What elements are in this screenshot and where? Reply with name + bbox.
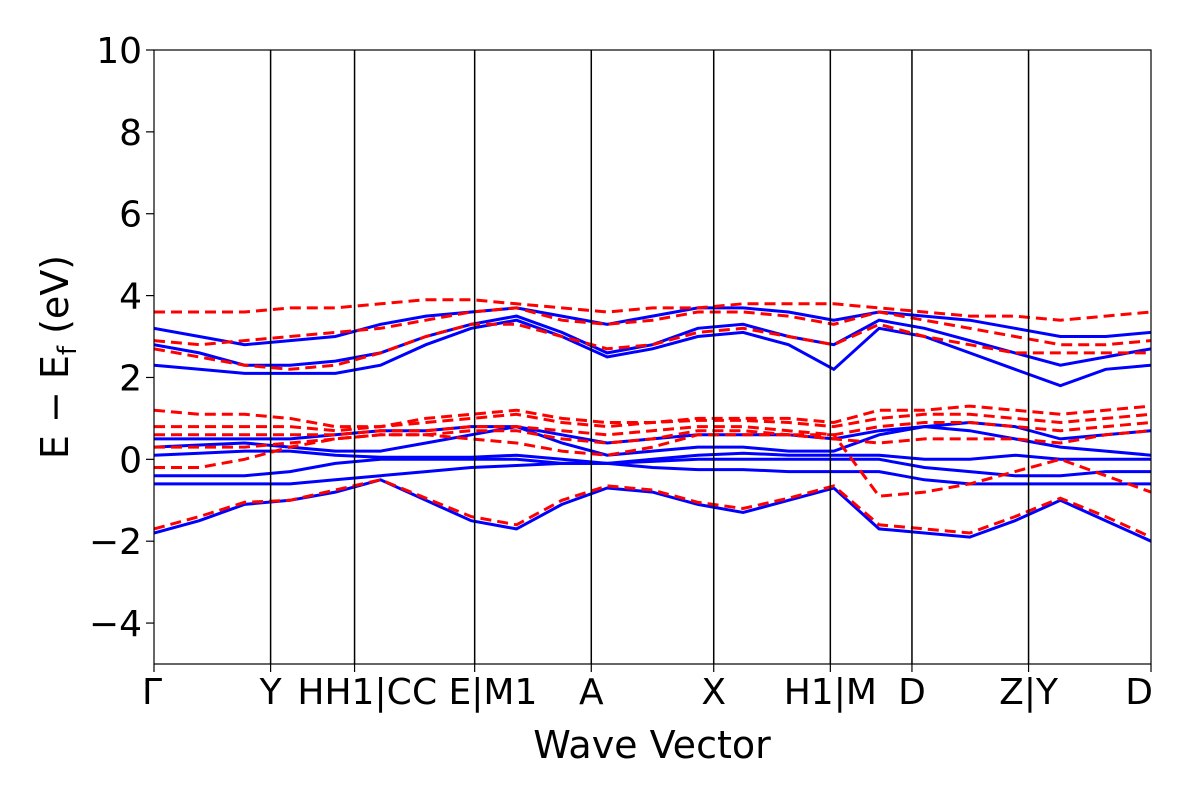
band-line-dashed-1 — [154, 433, 1151, 498]
band-line-dashed-0 — [154, 478, 1151, 539]
y-axis-title-unit: (eV) — [33, 255, 77, 346]
band-line-solid-8 — [154, 306, 1151, 347]
band-line-solid-6 — [154, 318, 1151, 388]
x-tick-label: A — [579, 672, 604, 713]
band-line-solid-1 — [154, 461, 1151, 486]
band-line-dashed-6 — [154, 322, 1151, 371]
x-tick-label: X — [701, 672, 726, 713]
band-line-solid-2 — [154, 457, 1151, 478]
y-tick-label: 0 — [119, 440, 142, 481]
x-tick-label: HH1|C — [297, 672, 411, 713]
band-line-dashed-5 — [154, 404, 1151, 429]
x-tick-label: Z|Y — [999, 672, 1059, 713]
band-line-dashed-7 — [154, 306, 1151, 347]
x-tick-label: Y — [259, 672, 283, 713]
band-line-dashed-2 — [154, 429, 1151, 449]
y-tick-label: 6 — [119, 195, 142, 236]
band-line-solid-4 — [154, 425, 1151, 457]
band-line-dashed-8 — [154, 298, 1151, 322]
x-tick-label: Γ — [142, 672, 162, 713]
y-tick-label: 10 — [96, 31, 142, 72]
x-tick-label: D — [1125, 672, 1153, 713]
kpoint-separators — [269, 50, 1030, 664]
y-axis-title-main: E − E — [33, 355, 77, 459]
y-axis-title: E − Ef (eV) — [33, 255, 83, 459]
x-tick-label: C E|M1 — [412, 672, 537, 713]
y-tick-label: −2 — [89, 522, 142, 563]
band-line-solid-3 — [154, 449, 1151, 465]
x-axis-title: Wave Vector — [533, 723, 771, 767]
band-line-dashed-3 — [154, 421, 1151, 437]
x-tick-label: D — [898, 672, 926, 713]
band-line-solid-7 — [154, 314, 1151, 367]
plot-frame — [153, 49, 1152, 665]
y-axis-ticks: −4 −2 0 2 4 6 8 10 — [89, 31, 154, 645]
y-tick-label: 2 — [119, 358, 142, 399]
x-tick-label: H1|M — [784, 672, 877, 713]
x-axis-ticks: Γ Y HH1|C C E|M1 A X H1|M D Z|Y D — [142, 664, 1153, 713]
plot-series — [154, 298, 1151, 543]
y-tick-label: 4 — [119, 277, 142, 318]
y-tick-label: 8 — [119, 113, 142, 154]
y-tick-label: −4 — [89, 604, 142, 645]
plot-area-background — [154, 50, 1151, 664]
y-axis-title-sub: f — [53, 345, 83, 355]
